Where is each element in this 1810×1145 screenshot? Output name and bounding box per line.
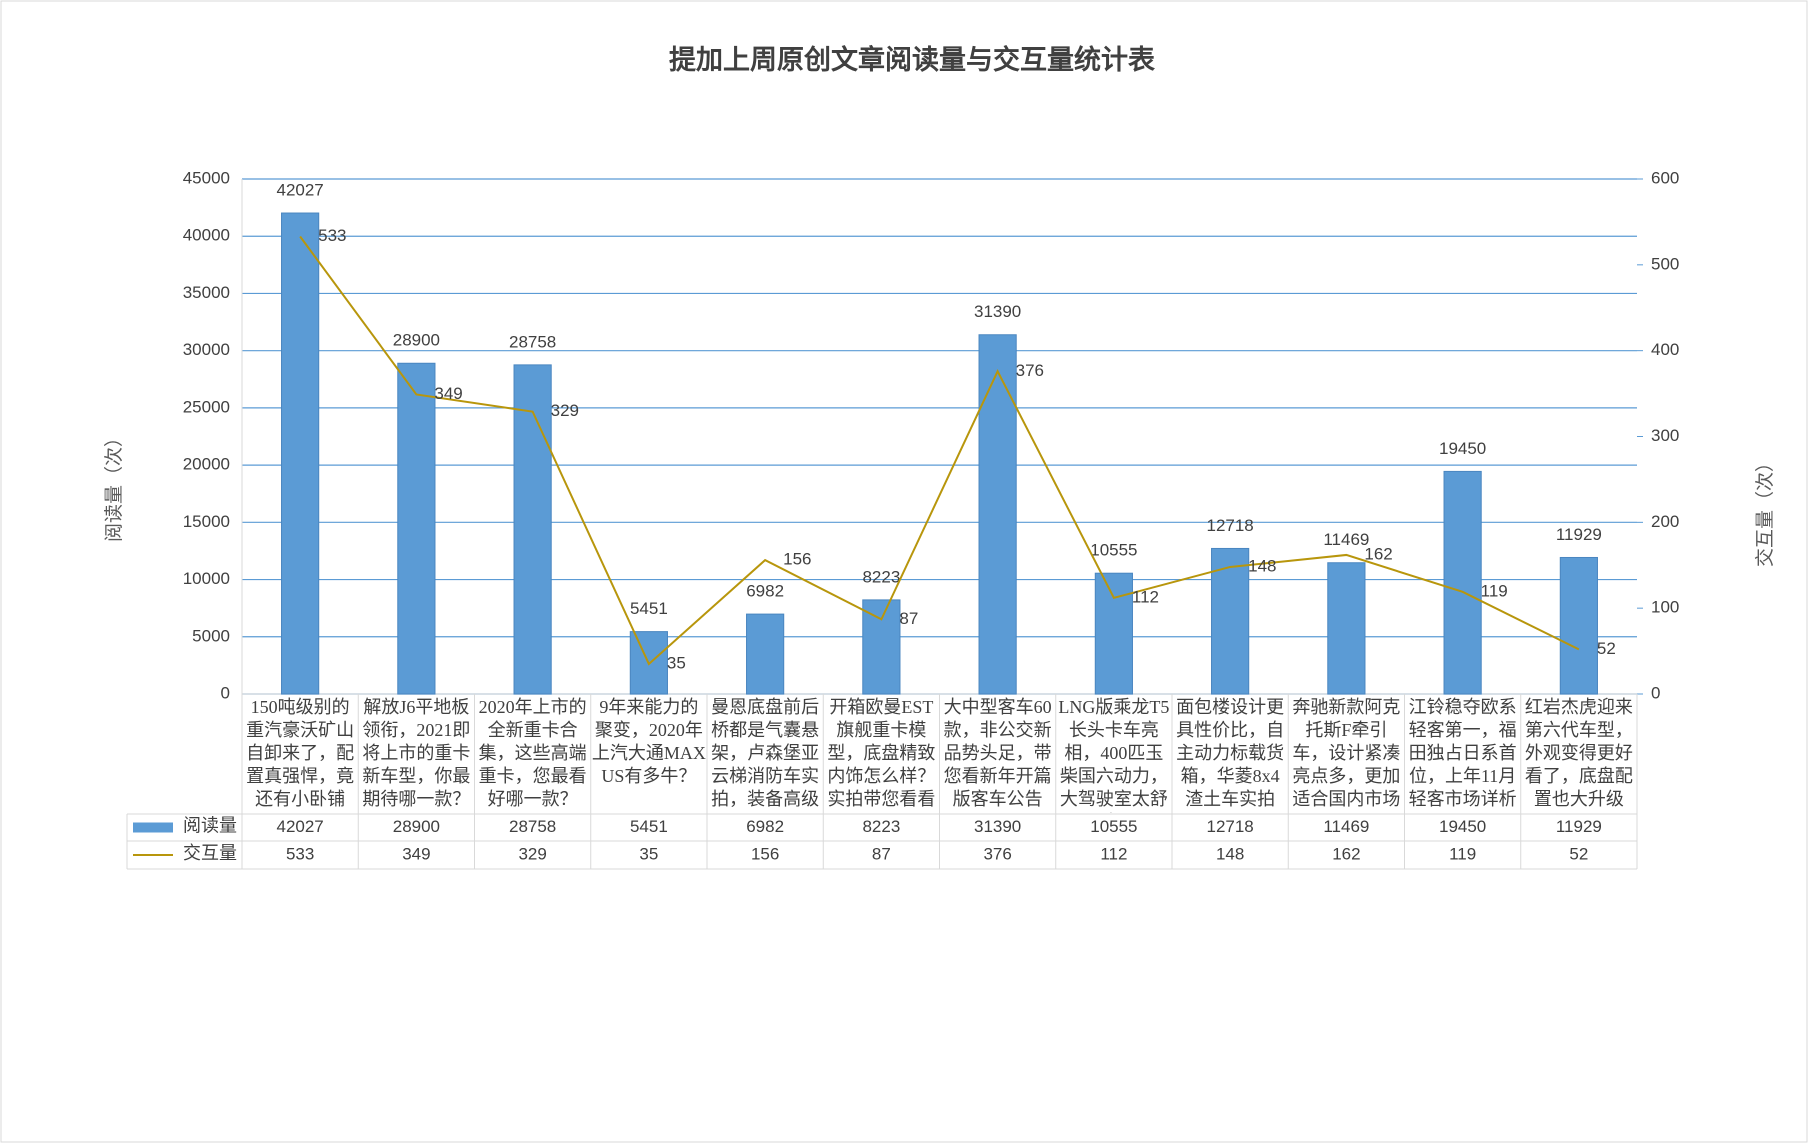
line-value-label: 162 — [1364, 544, 1392, 563]
bar-value-label: 19450 — [1439, 439, 1486, 458]
bar — [746, 613, 785, 695]
category-cell: 开箱欧曼EST旗舰重卡模型，底盘精致内饰怎么样？实拍带您看看 — [827, 697, 936, 809]
table-value: 156 — [751, 844, 779, 863]
line-value-label: 329 — [551, 401, 579, 420]
table-value: 6982 — [746, 817, 784, 836]
table-value: 329 — [518, 844, 546, 863]
y2-axis-label: 交互量（次） — [1754, 453, 1776, 567]
table-value: 19450 — [1439, 817, 1486, 836]
y2-tick-label: 300 — [1651, 426, 1679, 445]
table-value: 112 — [1100, 844, 1127, 863]
y-tick-label: 35000 — [183, 283, 230, 302]
table-value: 5451 — [630, 817, 668, 836]
y-tick-label: 15000 — [183, 512, 230, 531]
bar-value-label: 12718 — [1206, 516, 1253, 535]
bar-value-label: 11929 — [1556, 525, 1602, 544]
table-value: 8223 — [862, 817, 900, 836]
bar — [1211, 547, 1250, 695]
y2-tick-label: 600 — [1651, 168, 1679, 187]
line-value-label: 52 — [1597, 639, 1616, 658]
table-value: 87 — [872, 844, 891, 863]
table-value: 11469 — [1323, 817, 1369, 836]
line-value-label: 349 — [434, 384, 462, 403]
table-value: 52 — [1569, 844, 1588, 863]
y-tick-label: 40000 — [183, 226, 230, 245]
category-cell: 奔驰新款阿克托斯F牵引车，设计紧凑亮点多，更加适合国内市场 — [1292, 697, 1401, 809]
bar-value-label: 42027 — [276, 181, 323, 200]
bar-value-label: 5451 — [630, 599, 668, 618]
line-value-label: 148 — [1248, 556, 1276, 575]
line-value-label: 35 — [667, 653, 686, 672]
y-tick-label: 25000 — [183, 397, 230, 416]
table-value: 35 — [639, 844, 658, 863]
category-cell: 解放J6平地板领衔，2021即将上市的重卡新车型，你最期待哪一款？ — [362, 697, 471, 809]
table-value: 12718 — [1206, 817, 1253, 836]
table-value: 162 — [1332, 844, 1360, 863]
bar — [513, 364, 552, 695]
table-value: 11929 — [1556, 817, 1602, 836]
table-value: 28758 — [509, 817, 556, 836]
bar — [1094, 572, 1133, 695]
y-tick-label: 0 — [221, 683, 230, 702]
line-value-label: 156 — [783, 550, 811, 569]
category-cell: 2020年上市的全新重卡合集，这些高端重卡，您最看好哪一款？ — [478, 697, 587, 809]
table-value: 349 — [402, 844, 430, 863]
category-cell: 面包楼设计更具性价比，自主动力标载货箱，华菱8x4渣土车实拍 — [1176, 697, 1285, 809]
category-cell: 红岩杰虎迎来第六代车型，外观变得更好看了，底盘配置也大升级 — [1524, 697, 1633, 809]
line-value-label: 112 — [1132, 587, 1159, 606]
y2-tick-label: 0 — [1651, 683, 1660, 702]
bar-value-label: 8223 — [862, 567, 900, 586]
category-cell: 9年来能力的聚变，2020年上汽大通MAXUS有多牛？ — [591, 697, 706, 786]
line-value-label: 119 — [1481, 581, 1508, 600]
table-value: 31390 — [974, 817, 1021, 836]
y-tick-label: 30000 — [183, 340, 230, 359]
bar — [1559, 556, 1598, 695]
bar — [1327, 562, 1366, 695]
y2-tick-label: 100 — [1651, 598, 1679, 617]
chart-title: 提加上周原创文章阅读量与交互量统计表 — [669, 44, 1155, 75]
bar-value-label: 6982 — [746, 582, 784, 601]
table-value: 376 — [983, 844, 1011, 863]
line-value-label: 533 — [318, 226, 346, 245]
category-cell: 150吨级别的重汽豪沃矿山自卸来了，配置真强悍，竟还有小卧铺 — [246, 697, 355, 809]
y-axis-label: 阅读量（次） — [103, 428, 125, 542]
bar-value-label: 28758 — [509, 332, 556, 351]
table-value: 10555 — [1090, 817, 1137, 836]
category-cell: LNG版乘龙T5长头卡车亮相，400匹玉柴国六动力，大驾驶室太舒适了 — [1058, 697, 1170, 813]
y-tick-label: 20000 — [183, 455, 230, 474]
line-value-label: 87 — [899, 609, 918, 628]
bar-value-label: 10555 — [1090, 541, 1137, 560]
category-cell: 江铃稳夺欧系轻客第一，福田独占日系首位，上年11月轻客市场详析 — [1408, 697, 1517, 809]
y2-tick-label: 500 — [1651, 254, 1679, 273]
bar — [281, 212, 320, 695]
legend-label: 阅读量 — [183, 816, 237, 836]
y-tick-label: 5000 — [192, 626, 230, 645]
table-value: 533 — [286, 844, 314, 863]
table-value: 28900 — [393, 817, 440, 836]
table-value: 119 — [1449, 844, 1476, 863]
bar — [862, 599, 901, 695]
bar — [1443, 470, 1482, 695]
table-value: 148 — [1216, 844, 1244, 863]
legend-label: 交互量 — [183, 843, 237, 863]
y2-tick-label: 400 — [1651, 340, 1679, 359]
bar-value-label: 28900 — [393, 331, 440, 350]
category-cell: 曼恩底盘前后桥都是气囊悬架，卢森堡亚云梯消防车实拍，装备高级 — [711, 697, 820, 809]
table-value: 42027 — [276, 817, 323, 836]
y2-tick-label: 200 — [1651, 512, 1679, 531]
category-cell: 大中型客车60款，非公交新品势头足，带您看新年开篇版客车公告 — [943, 697, 1052, 809]
bar — [978, 334, 1017, 695]
legend-key — [133, 822, 173, 833]
y-tick-label: 10000 — [183, 569, 230, 588]
y-tick-label: 45000 — [183, 168, 230, 187]
bar-value-label: 31390 — [974, 302, 1021, 321]
line-value-label: 376 — [1016, 361, 1044, 380]
bar-value-label: 11469 — [1323, 530, 1369, 549]
bar — [397, 362, 436, 695]
line — [299, 235, 1580, 666]
